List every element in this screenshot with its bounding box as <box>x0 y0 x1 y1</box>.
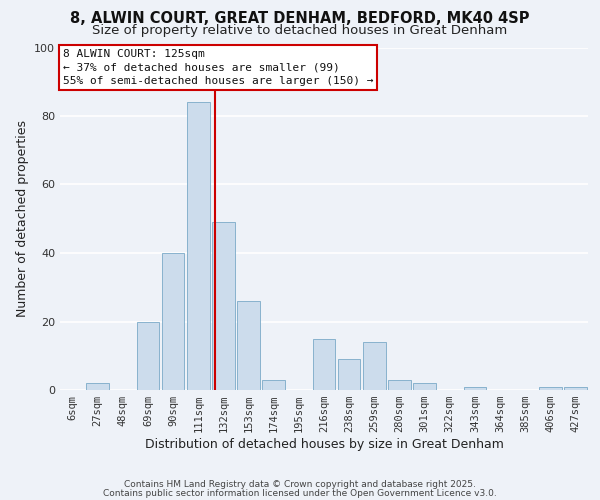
Bar <box>464 386 486 390</box>
Bar <box>388 380 411 390</box>
Bar <box>212 222 235 390</box>
Text: 8, ALWIN COURT, GREAT DENHAM, BEDFORD, MK40 4SP: 8, ALWIN COURT, GREAT DENHAM, BEDFORD, M… <box>70 11 530 26</box>
Bar <box>137 322 160 390</box>
Text: Contains public sector information licensed under the Open Government Licence v3: Contains public sector information licen… <box>103 488 497 498</box>
Bar <box>262 380 285 390</box>
Bar <box>86 383 109 390</box>
Text: 8 ALWIN COURT: 125sqm
← 37% of detached houses are smaller (99)
55% of semi-deta: 8 ALWIN COURT: 125sqm ← 37% of detached … <box>62 49 373 86</box>
Bar <box>363 342 386 390</box>
Text: Size of property relative to detached houses in Great Denham: Size of property relative to detached ho… <box>92 24 508 37</box>
Y-axis label: Number of detached properties: Number of detached properties <box>16 120 29 318</box>
Bar <box>187 102 209 390</box>
Bar <box>162 253 184 390</box>
Bar <box>539 386 562 390</box>
Text: Contains HM Land Registry data © Crown copyright and database right 2025.: Contains HM Land Registry data © Crown c… <box>124 480 476 489</box>
Bar <box>313 338 335 390</box>
Bar <box>338 359 361 390</box>
Bar <box>564 386 587 390</box>
Bar <box>237 301 260 390</box>
X-axis label: Distribution of detached houses by size in Great Denham: Distribution of detached houses by size … <box>145 438 503 451</box>
Bar <box>413 383 436 390</box>
